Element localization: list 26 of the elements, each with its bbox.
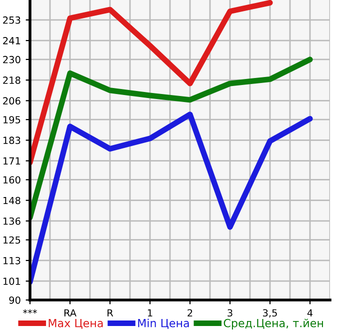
legend-label: Max Цена xyxy=(48,319,103,329)
y-tick-label: 195 xyxy=(3,116,20,124)
x-tick-label: 2 xyxy=(188,309,192,316)
y-tick-label: 113 xyxy=(3,256,20,264)
x-tick-label: 3,5 xyxy=(263,309,277,318)
x-tick-label: RA xyxy=(64,309,76,316)
y-tick-label: 90 xyxy=(9,296,20,304)
y-tick-label: 230 xyxy=(3,56,20,64)
y-tick-label: 218 xyxy=(3,76,20,84)
y-tick-label: 206 xyxy=(3,97,20,105)
y-tick-label: 183 xyxy=(3,136,20,144)
y-tick-label: 171 xyxy=(3,157,20,165)
legend-label: Min Цена xyxy=(138,318,189,329)
x-tick-label: *** xyxy=(23,309,37,314)
y-tick-label: 241 xyxy=(3,37,20,44)
legend-label: Сред.Цена, т.йен xyxy=(224,318,323,330)
x-tick-label: 3 xyxy=(228,309,232,317)
y-tick-label: 253 xyxy=(3,16,20,24)
y-tick-label: 101 xyxy=(3,278,20,285)
y-tick-label: 136 xyxy=(3,217,20,225)
y-tick-label: 148 xyxy=(3,196,20,204)
x-tick-label: 1 xyxy=(148,309,152,316)
y-tick-label: 125 xyxy=(3,236,20,244)
y-tick-label: 160 xyxy=(3,176,20,184)
x-tick-label: R xyxy=(108,309,114,316)
x-tick-label: 4 xyxy=(307,309,313,316)
